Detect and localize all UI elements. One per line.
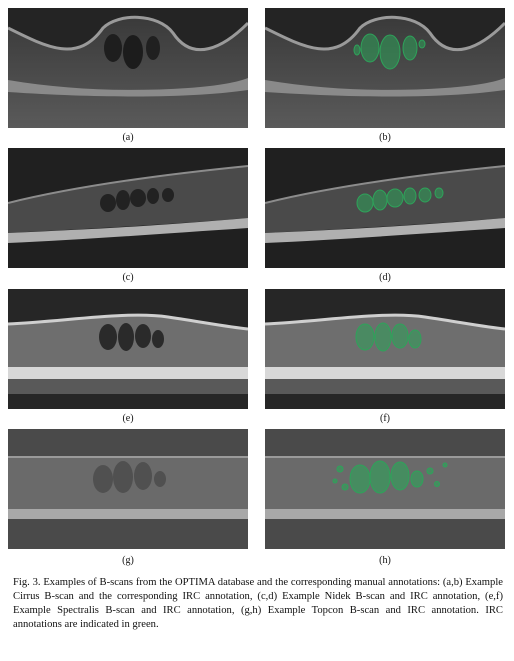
oct-bscan-image (8, 289, 248, 409)
oct-bscan-image (8, 8, 248, 128)
panel-label: (a) (122, 132, 134, 143)
panel-label: (g) (122, 555, 134, 566)
oct-bscan-annotated-image (265, 429, 505, 549)
oct-bscan-image (8, 148, 248, 268)
oct-bscan-annotated-image (265, 8, 505, 128)
panel-label: (f) (380, 413, 390, 424)
panel-label: (c) (122, 272, 134, 283)
panel-g (8, 429, 248, 549)
panel-e (8, 289, 248, 409)
panel-label: (h) (379, 555, 391, 566)
panel-label: (d) (379, 272, 391, 283)
oct-bscan-annotated-image (265, 148, 505, 268)
panel-c (8, 148, 248, 268)
panel-f (265, 289, 505, 409)
panel-h (265, 429, 505, 549)
panel-b (265, 8, 505, 128)
oct-bscan-image (8, 429, 248, 549)
oct-bscan-annotated-image (265, 289, 505, 409)
panel-label: (e) (122, 413, 134, 424)
panel-d (265, 148, 505, 268)
panel-a (8, 8, 248, 128)
panel-label: (b) (379, 132, 391, 143)
figure-caption: Fig. 3. Examples of B-scans from the OPT… (13, 577, 503, 630)
